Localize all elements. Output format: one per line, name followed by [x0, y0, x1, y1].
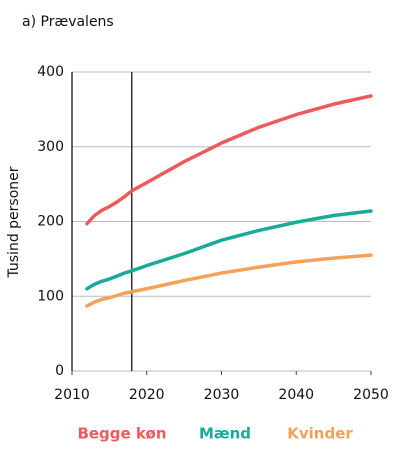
series-line [85, 209, 373, 291]
legend-entry: Kvinder [287, 425, 353, 443]
x-tick-label: 2030 [204, 387, 240, 403]
x-tick-label: 2010 [54, 387, 90, 403]
legend-entry: Mænd [199, 425, 251, 443]
y-tick-label: 300 [37, 139, 64, 155]
y-tick-label: 400 [37, 64, 64, 80]
y-tick-label: 0 [55, 363, 64, 379]
x-tick-label: 2040 [278, 387, 314, 403]
y-axis-label: Tusind personer [6, 166, 22, 278]
y-tick-label: 100 [37, 288, 64, 304]
y-tick-label: 200 [37, 214, 64, 230]
chart-title: a) Prævalens [22, 14, 114, 30]
series-line [85, 253, 373, 308]
x-tick-label: 2050 [353, 387, 389, 403]
series-line [85, 94, 373, 226]
legend-entry: Begge køn [77, 425, 166, 443]
x-tick-label: 2020 [129, 387, 165, 403]
